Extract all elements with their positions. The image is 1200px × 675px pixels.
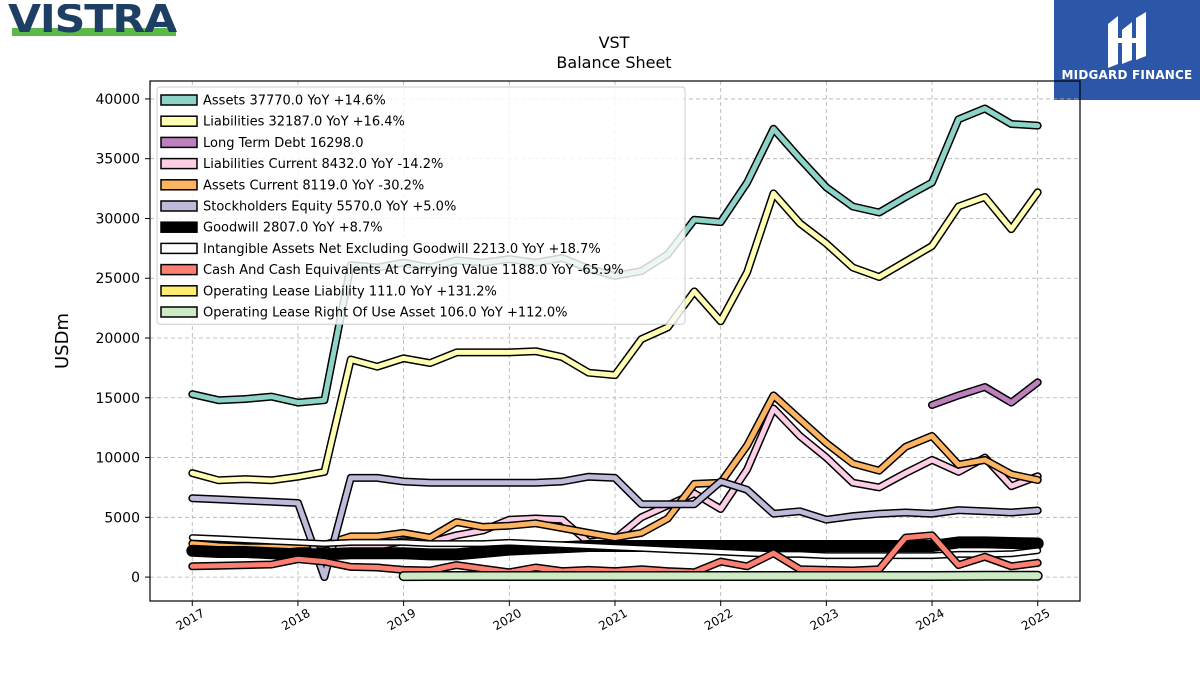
legend-label: Assets Current 8119.0 YoY -30.2% [203,178,424,193]
legend-swatch [160,263,198,276]
chart-title-line-1: VST [599,33,630,52]
y-tick-label: 0 [131,570,140,586]
plot-frame [149,80,1081,602]
legend-entry-long-term-debt: Long Term Debt 16298.0 [160,136,363,151]
y-tick-label: 40000 [95,92,140,108]
legend-label: Cash And Cash Equivalents At Carrying Va… [203,263,624,278]
x-tick-label: 2022 [702,606,735,633]
x-tick-label: 2023 [808,606,841,633]
legend-swatch [160,115,198,127]
vistra-logo: VISTRA [6,0,179,44]
y-tick-label: 10000 [95,451,140,467]
legend-entry-stockholders-equity: Stockholders Equity 5570.0 YoY +5.0% [160,200,456,215]
series-intangible-assets-net-excluding-goodwill [188,534,1042,560]
vistra-logo-text: VISTRA [8,4,178,41]
x-tick-label: 2017 [174,606,207,633]
legend-label: Goodwill 2807.0 YoY +8.7% [203,221,383,236]
chart-title-line-2: Balance Sheet [556,53,671,72]
legend: Assets 37770.0 YoY +14.6% Liabilities 321… [156,86,686,325]
legend-label: Liabilities Current 8432.0 YoY -14.2% [203,157,443,172]
y-axis-ticks: 0 5000 10000 15000 20000 25000 30000 35000 40000 [95,92,150,586]
y-tick-label: 20000 [95,331,140,347]
legend-label: Long Term Debt 16298.0 [203,136,363,151]
legend-box [156,86,686,325]
x-axis-ticks: 2017 2018 2019 2020 2021 2022 2023 2024 2025 [174,601,1052,633]
legend-entry-liabilities-current: Liabilities Current 8432.0 YoY -14.2% [160,157,443,172]
y-tick-label: 35000 [95,152,140,168]
x-tick-label: 2020 [491,606,524,633]
vistra-logo-underline [12,28,176,36]
midgard-finance-logo: MIDGARD FINANCE [1054,0,1200,100]
legend-entry-liabilities: Liabilities 32187.0 YoY +16.4% [160,115,405,130]
legend-swatch [160,285,198,297]
y-tick-label: 30000 [95,211,140,227]
legend-swatch [160,157,198,170]
legend-label: Operating Lease Right Of Use Asset 106.0… [203,306,567,321]
x-tick-label: 2021 [596,606,629,633]
y-tick-label: 25000 [95,271,140,287]
legend-entry-goodwill: Goodwill 2807.0 YoY +8.7% [160,221,383,236]
series-line [189,189,1041,483]
series-long-term-debt [928,378,1042,409]
series-line [929,379,1041,408]
x-tick-label: 2018 [279,606,312,633]
legend-swatch [160,94,198,106]
midgard-mark-icon [1108,12,1146,68]
series-line [190,535,1040,558]
legend-entry-cash-and-cash-equivalents-at-carrying-value: Cash And Cash Equivalents At Carrying Va… [160,263,624,278]
legend-swatch [160,136,198,149]
legend-entry-operating-lease-right-of-use-asset: Operating Lease Right Of Use Asset 106.0… [160,306,567,321]
legend-entry-intangible-assets-net-excluding-goodwill: Intangible Assets Net Excluding Goodwill… [160,242,601,257]
legend-label: Liabilities 32187.0 YoY +16.4% [203,115,405,130]
legend-label: Operating Lease Liability 111.0 YoY +131… [203,284,497,299]
legend-swatch [160,306,198,318]
legend-swatch [160,200,198,212]
x-tick-label: 2019 [385,606,418,633]
legend-entry-operating-lease-liability: Operating Lease Liability 111.0 YoY +131… [160,284,497,299]
legend-swatch [160,221,198,233]
midgard-logo-text: MIDGARD FINANCE [1061,68,1193,82]
x-tick-label: 2024 [913,606,946,633]
legend-entry-assets-current: Assets Current 8119.0 YoY -30.2% [160,178,424,193]
series-liabilities [188,188,1042,485]
y-axis-label: USDm [52,313,73,369]
y-tick-label: 15000 [95,391,140,407]
legend-swatch [160,179,198,191]
y-tick-label: 5000 [104,510,140,526]
legend-label: Stockholders Equity 5570.0 YoY +5.0% [203,200,456,215]
legend-swatch [160,242,198,255]
legend-entry-assets: Assets 37770.0 YoY +14.6% [160,94,386,109]
legend-label: Assets 37770.0 YoY +14.6% [203,94,386,109]
x-tick-label: 2025 [1019,606,1052,633]
legend-label: Intangible Assets Net Excluding Goodwill… [203,242,601,257]
